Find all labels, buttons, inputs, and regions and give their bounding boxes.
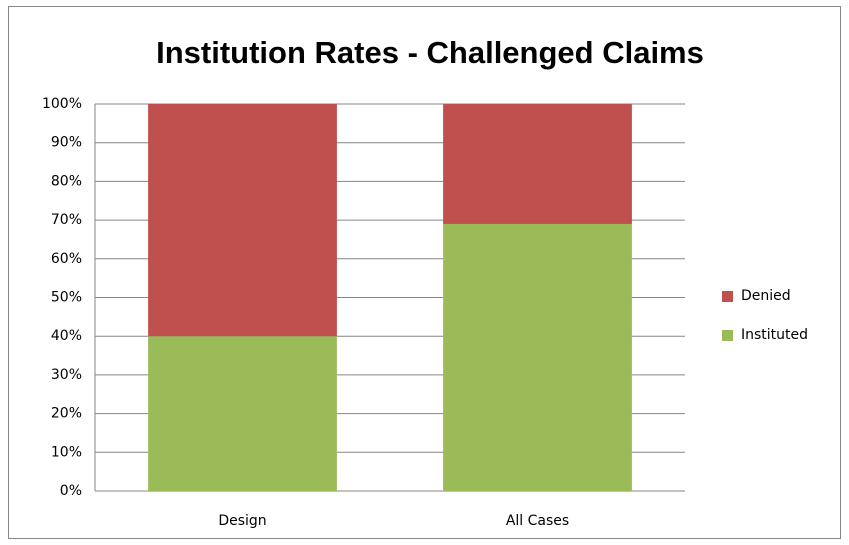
chart-border (8, 6, 841, 539)
chart-title: Institution Rates - Challenged Claims (156, 35, 704, 70)
bar-segment (443, 104, 632, 224)
legend-label: Denied (741, 288, 791, 304)
y-tick-label: 10% (51, 444, 82, 460)
x-tick-label: Design (218, 513, 266, 529)
y-tick-label: 40% (51, 328, 82, 344)
bar-segment (443, 223, 632, 491)
bar-segment (148, 104, 337, 337)
y-tick-label: 100% (42, 96, 82, 112)
y-tick-label: 70% (51, 212, 82, 228)
y-tick-label: 90% (51, 135, 82, 151)
x-tick-label: All Cases (506, 513, 569, 529)
y-tick-label: 50% (51, 290, 82, 306)
legend-label: Instituted (741, 327, 808, 343)
legend-swatch (722, 291, 733, 302)
bar-segment (148, 336, 337, 491)
legend-swatch (722, 330, 733, 341)
y-tick-label: 30% (51, 367, 82, 383)
y-tick-label: 80% (51, 173, 82, 189)
y-tick-label: 60% (51, 251, 82, 267)
y-tick-label: 0% (60, 483, 82, 499)
y-tick-label: 20% (51, 406, 82, 422)
